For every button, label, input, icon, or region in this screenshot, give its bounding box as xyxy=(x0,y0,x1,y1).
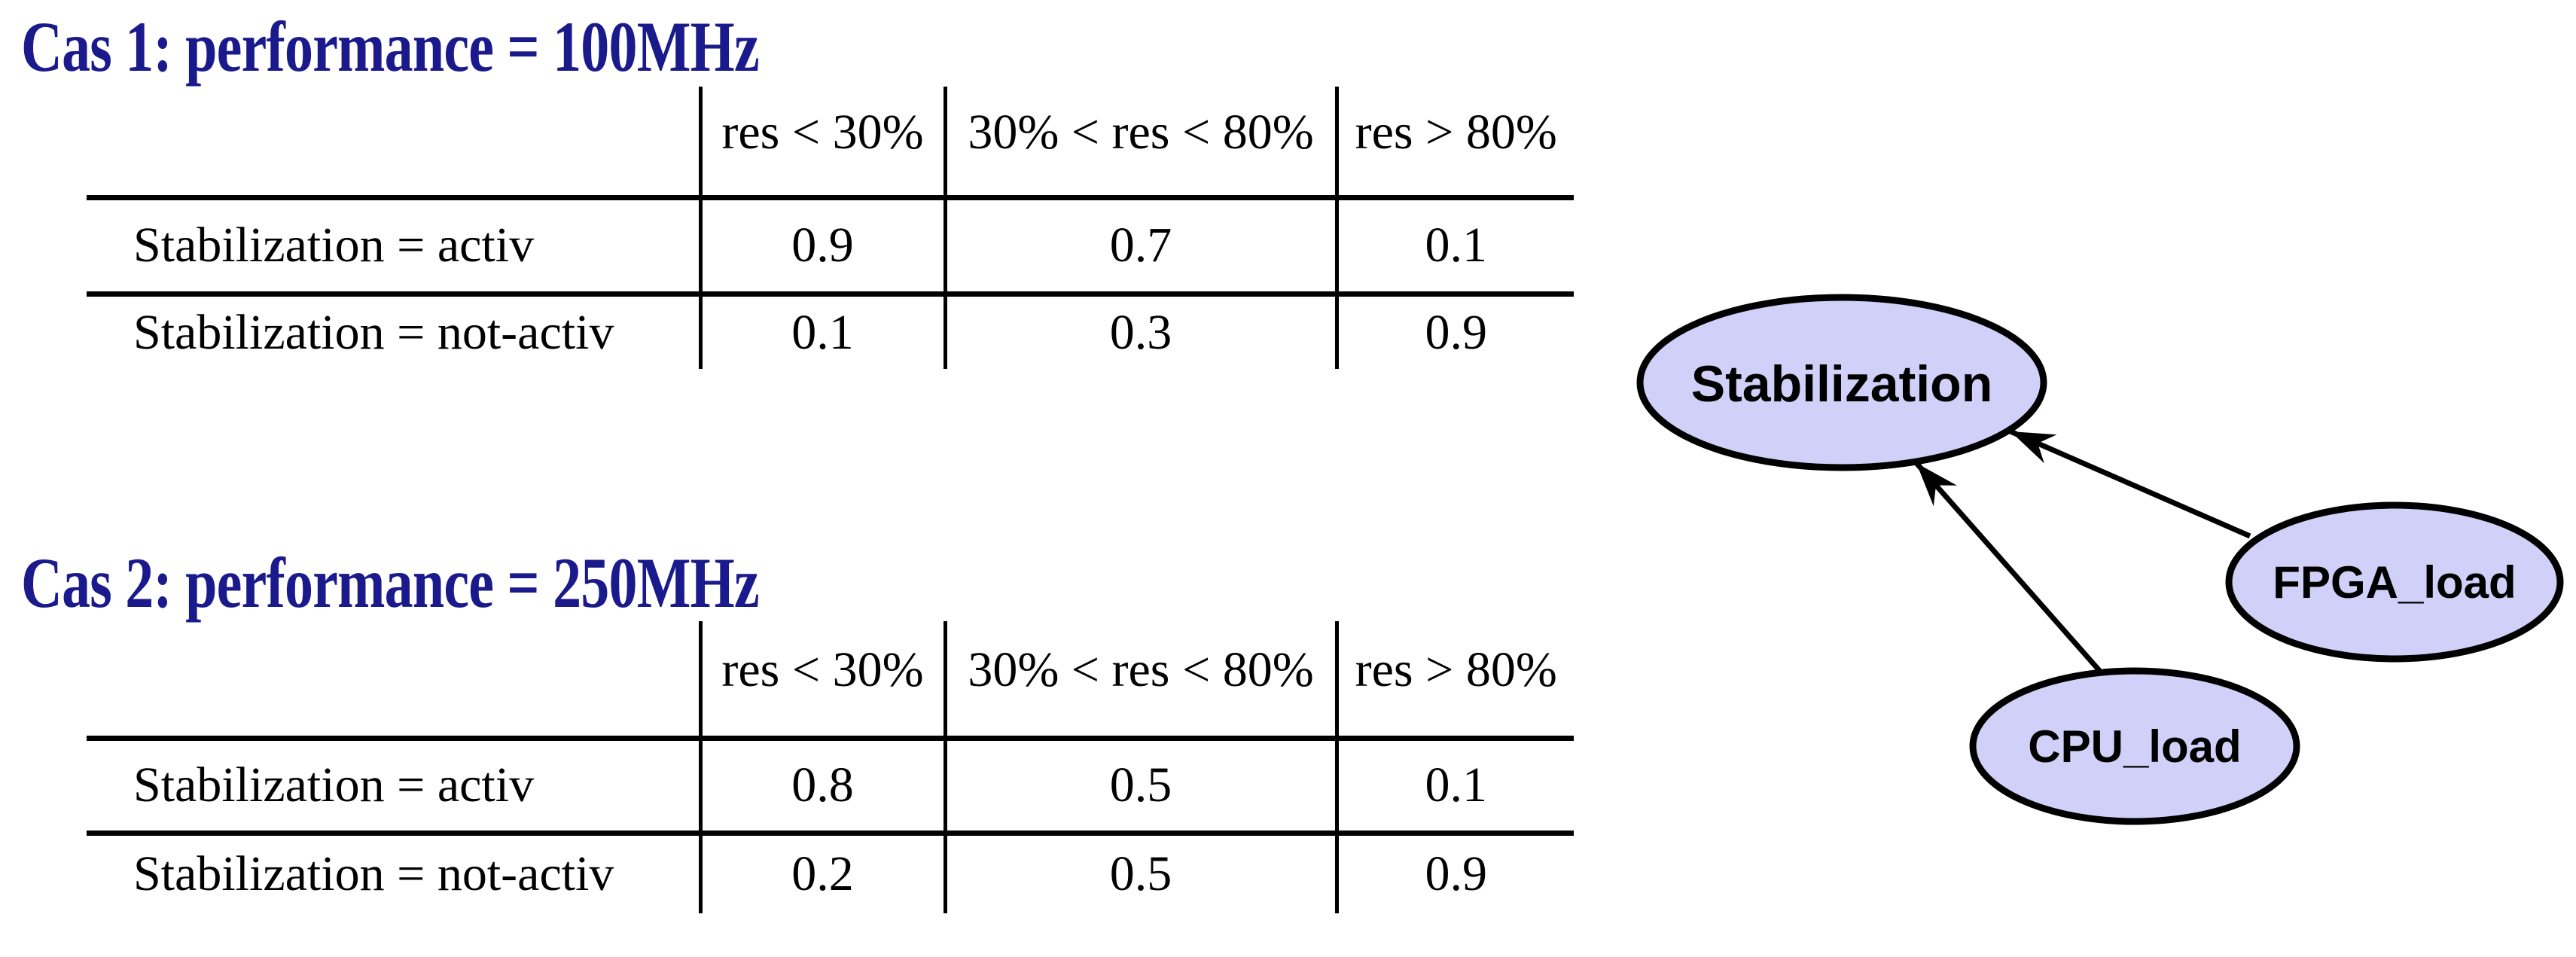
cpt2-col-header-2: 30% < res < 80% xyxy=(943,621,1337,741)
cpt1-r1c3: 0.1 xyxy=(1334,197,1574,297)
edge-arrow-fpga-to-stabilization xyxy=(2009,428,2251,539)
cpt2-header-row: res < 30% 30% < res < 80% res > 80% xyxy=(87,621,1574,741)
cpt1-r2c1: 0.1 xyxy=(698,294,945,369)
cpt1-col-header-3: res > 80% xyxy=(1334,87,1574,200)
cpt2-col-header-1: res < 30% xyxy=(698,621,945,741)
cpt2-r1c1: 0.8 xyxy=(698,738,945,836)
cpt-table-case1: res < 30% 30% < res < 80% res > 80% Stab… xyxy=(87,87,1574,369)
case1-title: Cas 1: performance = 100MHz xyxy=(21,7,760,87)
cpt2-row1-label: Stabilization = activ xyxy=(87,738,700,836)
cpt2-col-header-3: res > 80% xyxy=(1334,621,1574,741)
cpt1-r2c2: 0.3 xyxy=(943,294,1337,369)
cpt1-r1c2: 0.7 xyxy=(943,197,1337,297)
edge-arrow-cpu-to-stabilization xyxy=(1914,461,2105,676)
cpt1-r2c3: 0.9 xyxy=(1334,294,1574,369)
cpt2-row2-label: Stabilization = not-activ xyxy=(133,846,614,902)
case2-title: Cas 2: performance = 250MHz xyxy=(21,543,760,623)
cpt2-r2c1: 0.2 xyxy=(698,833,945,913)
cpt1-row-activ: Stabilization = activ 0.9 0.7 0.1 xyxy=(87,197,1574,297)
cpt1-header-row: res < 30% 30% < res < 80% res > 80% xyxy=(87,87,1574,200)
node-label-stabilization: Stabilization xyxy=(1690,355,1993,413)
node-label-fpga-load: FPGA_load xyxy=(2273,557,2517,608)
node-label-cpu-load: CPU_load xyxy=(2028,721,2242,772)
cpt1-row1-label: Stabilization = activ xyxy=(87,197,700,297)
cpt2-row-activ: Stabilization = activ 0.8 0.5 0.1 xyxy=(87,738,1574,836)
cpt-table-case2: res < 30% 30% < res < 80% res > 80% Stab… xyxy=(87,621,1574,913)
cpt1-col-header-2: 30% < res < 80% xyxy=(943,87,1337,200)
cpt2-r2c3: 0.9 xyxy=(1334,833,1574,913)
cpt2-row-not-activ: Stabilization = not-activ 0.2 0.5 0.9 xyxy=(87,833,1574,913)
cpt2-corner-cell xyxy=(87,621,700,741)
cpt1-corner-cell xyxy=(87,87,700,200)
cpt2-r2c2: 0.5 xyxy=(943,833,1337,913)
node-ellipse-stabilization xyxy=(1636,294,2047,471)
cpt1-row-not-activ: Stabilization = not-activ 0.1 0.3 0.9 xyxy=(87,294,1574,369)
cpt1-row2-label: Stabilization = not-activ xyxy=(133,304,614,360)
node-ellipse-fpga-load xyxy=(2225,501,2564,663)
cpt2-r1c3: 0.1 xyxy=(1334,738,1574,836)
cpt2-r1c2: 0.5 xyxy=(943,738,1337,836)
cpt1-r1c1: 0.9 xyxy=(698,197,945,297)
node-ellipse-cpu-load xyxy=(1969,667,2300,825)
cpt1-col-header-1: res < 30% xyxy=(698,87,945,200)
